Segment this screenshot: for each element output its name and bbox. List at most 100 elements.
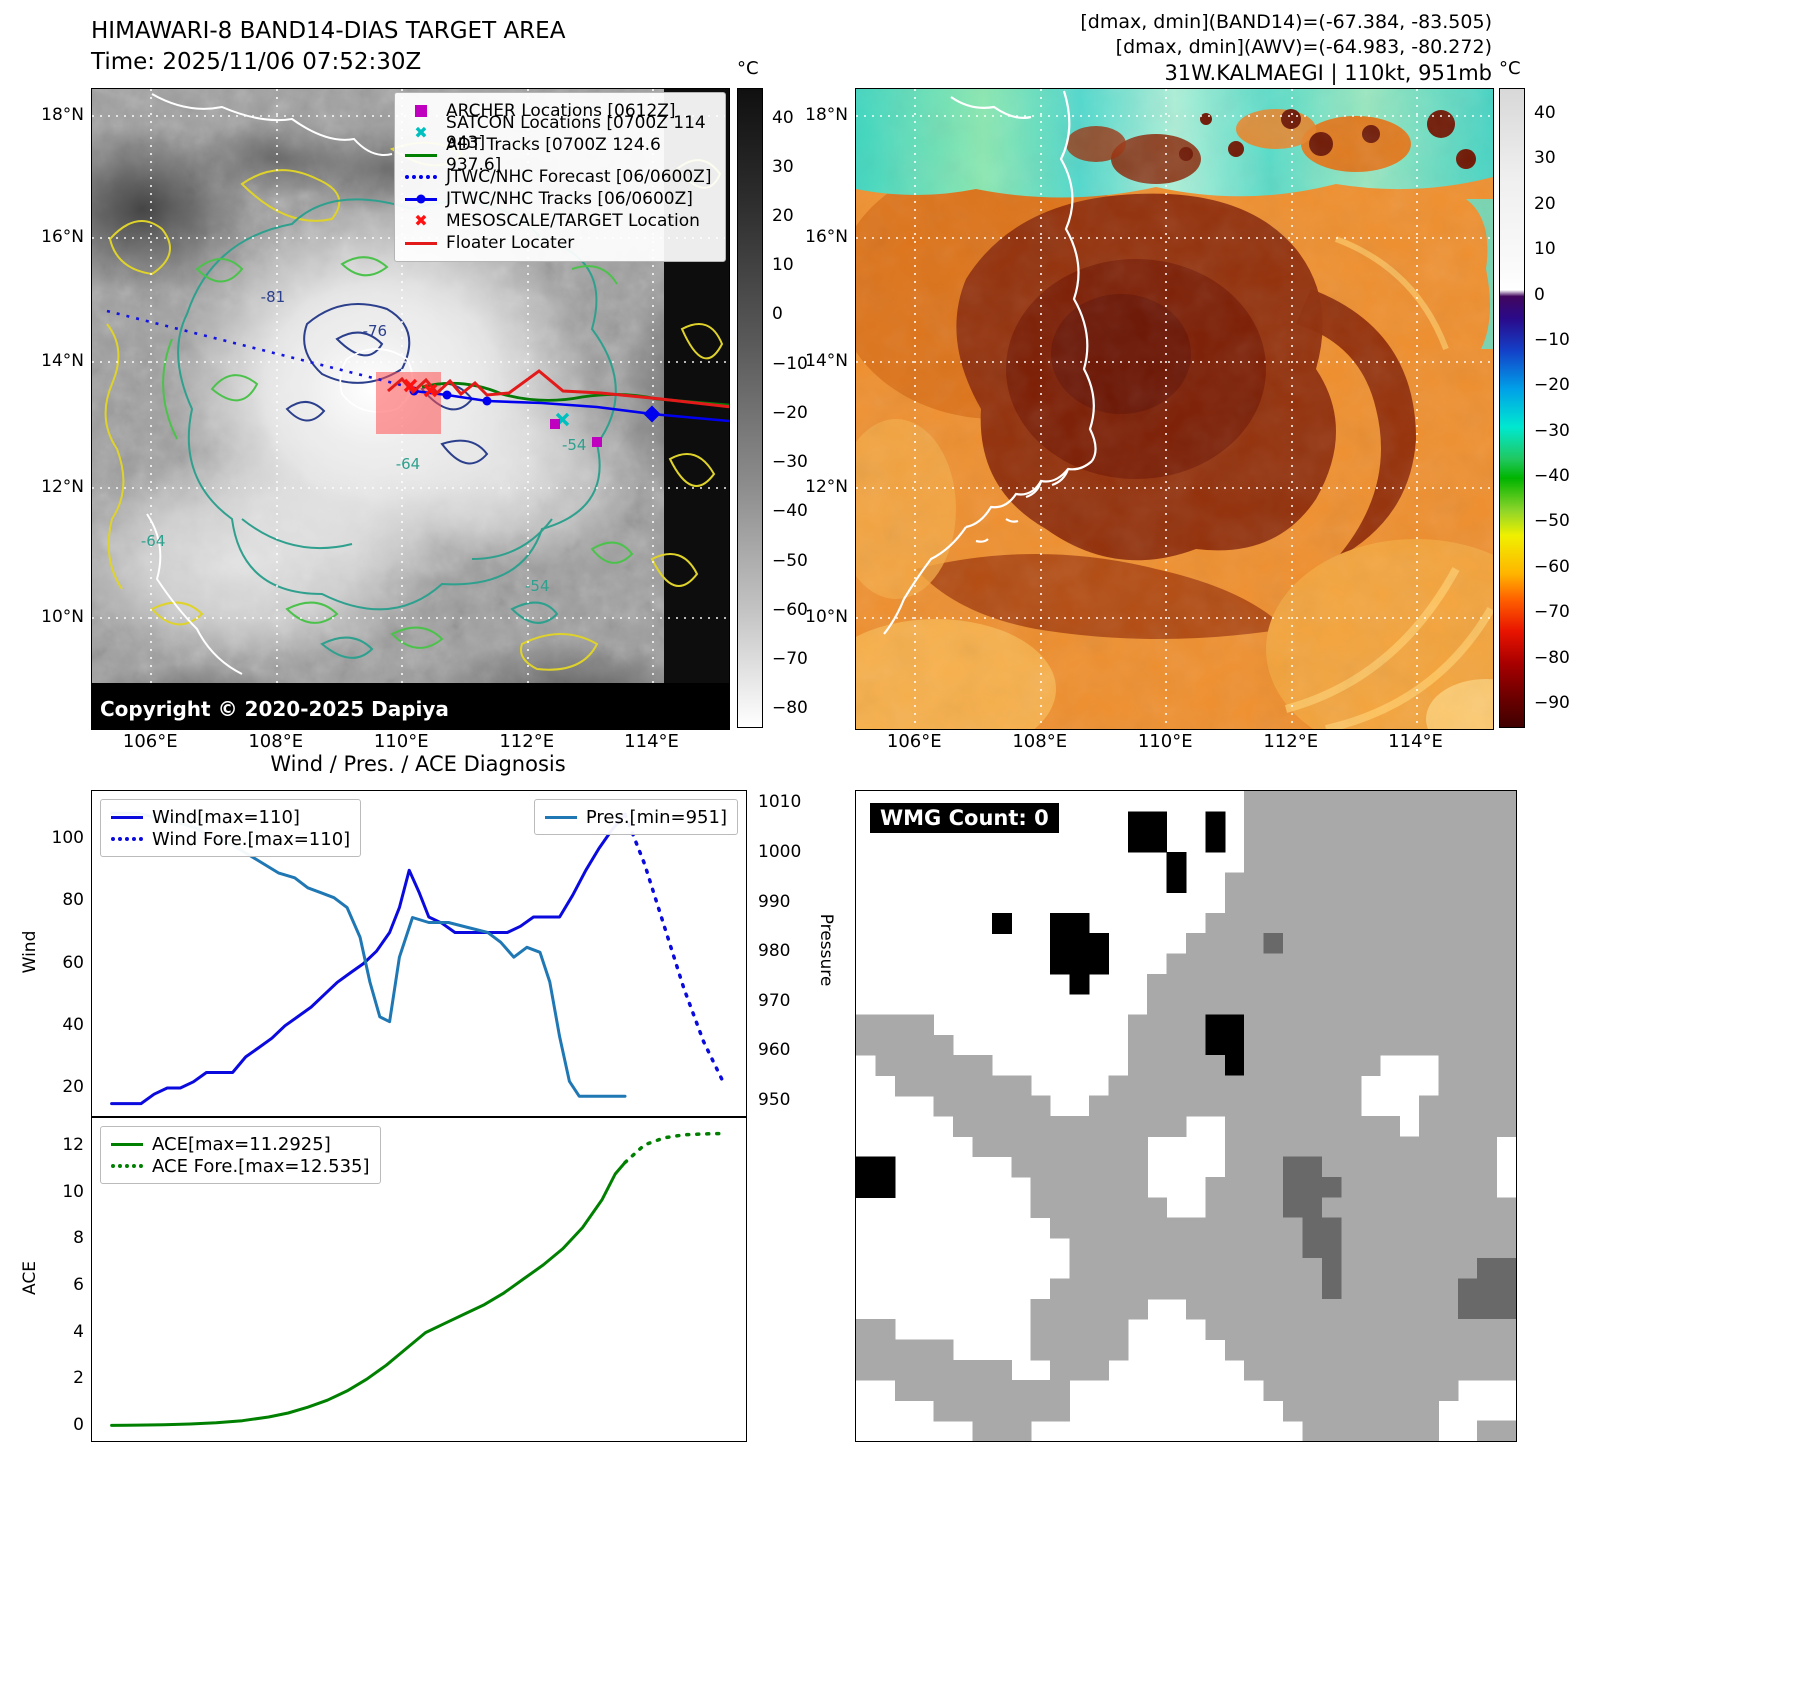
wmg-cell: [1050, 1176, 1071, 1198]
wmg-cell: [1302, 973, 1323, 995]
wmg-cell: [1050, 933, 1071, 955]
wmg-cell: [1050, 1319, 1071, 1341]
tick-label: −60: [772, 599, 808, 620]
tick-label: 112°E: [499, 731, 555, 752]
legend-label: Wind[max=110]: [152, 806, 300, 828]
wmg-cell: [894, 1055, 915, 1076]
wmg-cell: [1147, 1116, 1168, 1137]
wmg-cell: [1224, 1075, 1245, 1097]
wmg-cell: [1477, 1095, 1498, 1117]
tick-label: −50: [772, 550, 808, 571]
wmg-cell: [1224, 933, 1245, 955]
wmg-cell: [1127, 1055, 1148, 1076]
wmg-cell: [1418, 1014, 1439, 1036]
wmg-cell: [1263, 831, 1284, 853]
legend-line-dotted-icon: [111, 831, 143, 847]
wmg-cell: [1069, 1237, 1090, 1259]
wmg-cell: [1302, 1197, 1323, 1219]
wmg-cell: [1166, 1075, 1187, 1097]
legend-item: Wind[max=110]: [111, 806, 350, 828]
tick-label: 16°N: [41, 227, 84, 248]
wmg-cell: [1244, 912, 1265, 934]
wmg-cell: [1205, 973, 1226, 995]
wmg-cell: [1205, 1197, 1226, 1219]
wmg-cell: [1341, 1156, 1362, 1178]
tick-label: −80: [1534, 647, 1570, 668]
wmg-cell: [1283, 912, 1304, 934]
wmg-cell: [1186, 953, 1206, 975]
wmg-cell: [1438, 1359, 1459, 1381]
wmg-cell: [1321, 1156, 1342, 1178]
wmg-cell: [1380, 1217, 1401, 1239]
wmg-cell: [1302, 1156, 1323, 1178]
wmg-cell: [1418, 892, 1439, 914]
wmg-cell: [1302, 851, 1323, 873]
wmg-cell: [1224, 1298, 1245, 1320]
wmg-cell: [1380, 1156, 1401, 1178]
wmg-cell: [1321, 1116, 1342, 1137]
wmg-cell: [1418, 973, 1439, 995]
wmg-cell: [1457, 1298, 1478, 1320]
wmg-cell: [1244, 1055, 1265, 1076]
wmg-cell: [1418, 831, 1439, 853]
wmg-cell: [1341, 1380, 1362, 1401]
wmg-cell: [1380, 1359, 1401, 1381]
tick-label: 12°N: [805, 476, 848, 497]
wmg-cell: [1302, 831, 1323, 853]
wmg-cell: [1380, 1420, 1401, 1441]
band14-lon-axis: 106°E 108°E 110°E 112°E 114°E: [91, 731, 728, 757]
contour-green: [162, 256, 634, 649]
wmg-cell: [1050, 953, 1071, 975]
wmg-cell: [991, 1420, 1012, 1441]
wmg-cell: [1127, 1075, 1148, 1097]
wmg-cell: [1496, 953, 1516, 975]
wmg-cell: [1108, 1095, 1129, 1117]
legend-label: ACE[max=11.2925]: [152, 1133, 331, 1155]
wmg-cell: [1360, 851, 1381, 873]
wmg-cell: [1496, 1339, 1516, 1361]
wmg-cell: [1341, 1014, 1362, 1036]
wmg-cell: [1418, 872, 1439, 894]
wmg-cell: [1457, 851, 1478, 873]
pressure-legend: Pres.[min=951]: [533, 799, 738, 835]
wmg-cell: [1244, 1075, 1265, 1097]
tick-label: 40: [772, 107, 794, 128]
wmg-cell: [1224, 1258, 1245, 1280]
wmg-cell: [1244, 811, 1265, 833]
wmg-cell: [1302, 1380, 1323, 1401]
wmg-cell: [1360, 953, 1381, 975]
wmg-cell: [1166, 1055, 1187, 1076]
wmg-cell: [1321, 831, 1342, 853]
wmg-cell: [1457, 912, 1478, 934]
wmg-cell: [1224, 953, 1245, 975]
wmg-cell: [1477, 811, 1498, 833]
wmg-cell: [1205, 1034, 1226, 1056]
wmg-cell: [1166, 1116, 1187, 1137]
tick-label: 108°E: [1012, 731, 1068, 752]
wmg-cell: [1360, 1197, 1381, 1219]
wmg-cell: [856, 1319, 876, 1341]
tick-label: 16°N: [805, 227, 848, 248]
wmg-cell: [894, 1339, 915, 1361]
wmg-cell: [856, 1176, 876, 1198]
wmg-cell: [1418, 1197, 1439, 1219]
wmg-cell: [1457, 831, 1478, 853]
wmg-cell: [1186, 1217, 1206, 1239]
band14-lat-axis: 18°N 16°N 14°N 12°N 10°N: [24, 88, 84, 728]
wmg-cell: [1380, 1034, 1401, 1056]
wmg-cell: [1341, 1095, 1362, 1117]
wmg-cell: [1263, 1014, 1284, 1036]
wmg-cell: [1341, 1319, 1362, 1341]
wmg-cell: [1283, 1116, 1304, 1137]
wmg-cell: [1438, 953, 1459, 975]
wmg-cell: [1108, 1075, 1129, 1097]
graticule: [856, 89, 1493, 729]
wmg-cell: [1166, 851, 1187, 873]
tick-label: 110°E: [1137, 731, 1193, 752]
wmg-cell: [1380, 912, 1401, 934]
wmg-cell: [1496, 1055, 1516, 1076]
wmg-cell: [1224, 1055, 1245, 1076]
wmg-cell: [1321, 1420, 1342, 1441]
legend-label: ARCHER Locations [0612Z]: [446, 101, 676, 121]
wmg-cell: [933, 1095, 954, 1117]
